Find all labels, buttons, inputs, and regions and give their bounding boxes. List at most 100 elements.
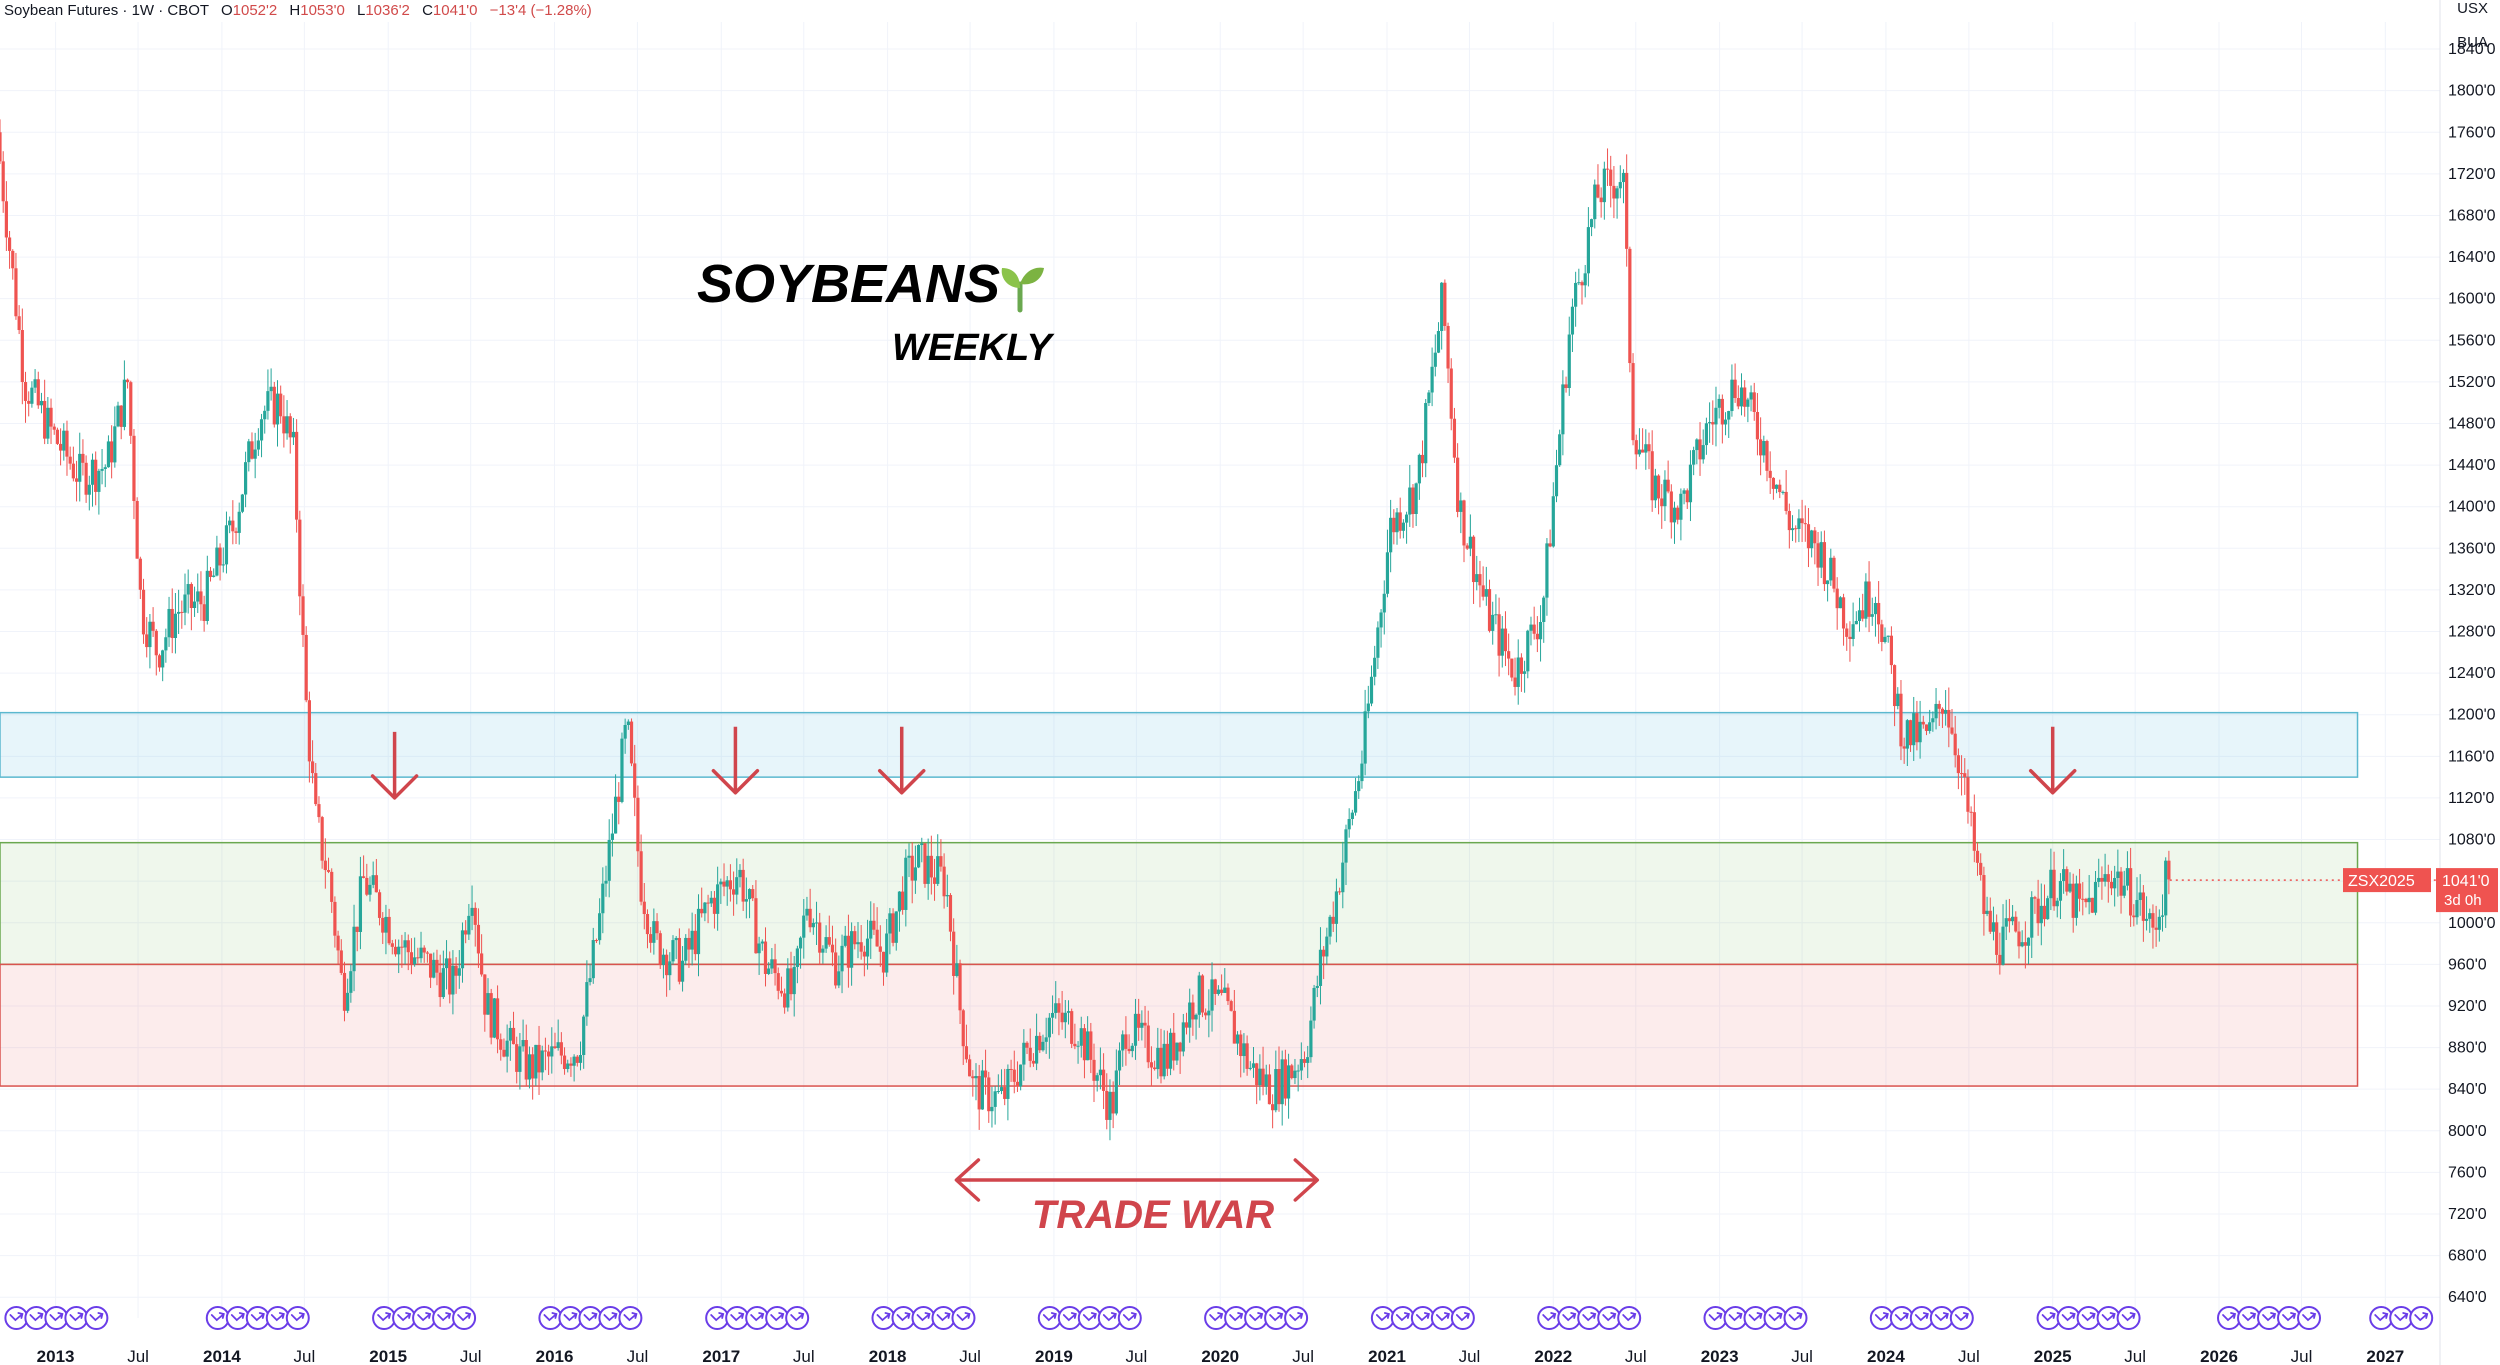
- event-icon[interactable]: [1037, 1306, 1062, 1330]
- event-icon[interactable]: [265, 1306, 290, 1330]
- event-icon[interactable]: [1284, 1306, 1309, 1330]
- event-icon[interactable]: [245, 1306, 270, 1330]
- event-icon[interactable]: [1537, 1306, 1562, 1330]
- event-icon[interactable]: [2389, 1306, 2414, 1330]
- event-icon[interactable]: [2076, 1306, 2101, 1330]
- event-icon[interactable]: [1224, 1306, 1249, 1330]
- candle-body: [384, 916, 388, 933]
- event-icon[interactable]: [2056, 1306, 2081, 1330]
- candle-body: [684, 937, 688, 961]
- event-icon[interactable]: [1909, 1306, 1934, 1330]
- candle-body: [926, 855, 930, 884]
- event-icon[interactable]: [44, 1306, 69, 1330]
- event-icon-glyph: [29, 1312, 44, 1322]
- event-icon[interactable]: [1929, 1306, 1954, 1330]
- event-icon[interactable]: [452, 1306, 477, 1330]
- event-icon[interactable]: [2036, 1306, 2061, 1330]
- event-icon[interactable]: [1370, 1306, 1395, 1330]
- event-icon[interactable]: [1597, 1306, 1622, 1330]
- event-icon[interactable]: [2257, 1306, 2282, 1330]
- event-icon[interactable]: [2116, 1306, 2141, 1330]
- candle-body: [1101, 1069, 1106, 1091]
- event-icon[interactable]: [225, 1306, 250, 1330]
- event-icon[interactable]: [598, 1306, 623, 1330]
- event-icon[interactable]: [1783, 1306, 1808, 1330]
- time-axis[interactable]: 2013 Jul 2014 Jul 2015 Jul 2016 Jul 2017 Jul 2018 J…: [37, 1347, 2405, 1365]
- symbol-header[interactable]: Soybean Futures · 1W · CBOT O1052'2 H105…: [4, 0, 592, 22]
- event-icon[interactable]: [2297, 1306, 2322, 1330]
- candle-body: [805, 908, 809, 916]
- event-icon[interactable]: [911, 1306, 936, 1330]
- event-icon[interactable]: [745, 1306, 770, 1330]
- event-icon[interactable]: [412, 1306, 437, 1330]
- candle-body: [1427, 392, 1431, 404]
- candle-body: [119, 405, 123, 427]
- event-icon[interactable]: [1244, 1306, 1269, 1330]
- event-icon[interactable]: [1264, 1306, 1289, 1330]
- event-icon[interactable]: [2237, 1306, 2262, 1330]
- symbol-name[interactable]: Soybean Futures · 1W · CBOT: [4, 2, 209, 19]
- candle-body: [2129, 868, 2133, 916]
- event-icon[interactable]: [1117, 1306, 1142, 1330]
- event-icon[interactable]: [2369, 1306, 2394, 1330]
- candle-body: [1771, 477, 1775, 489]
- candle-body: [1414, 483, 1418, 515]
- event-icon[interactable]: [1410, 1306, 1435, 1330]
- event-icon[interactable]: [432, 1306, 457, 1330]
- event-icon[interactable]: [578, 1306, 603, 1330]
- event-icon[interactable]: [24, 1306, 49, 1330]
- event-icon[interactable]: [1723, 1306, 1748, 1330]
- event-icon[interactable]: [2409, 1306, 2434, 1330]
- event-icon[interactable]: [871, 1306, 896, 1330]
- event-icon[interactable]: [1430, 1306, 1455, 1330]
- down-arrow-icon: [2028, 726, 2077, 795]
- event-icon[interactable]: [64, 1306, 89, 1330]
- event-icon[interactable]: [725, 1306, 750, 1330]
- event-icon[interactable]: [618, 1306, 643, 1330]
- event-icon[interactable]: [1390, 1306, 1415, 1330]
- event-icon[interactable]: [1949, 1306, 1974, 1330]
- event-icon[interactable]: [931, 1306, 956, 1330]
- event-icon-glyph: [2061, 1312, 2076, 1322]
- price-unit-label[interactable]: USX: [2457, 0, 2488, 17]
- event-icon[interactable]: [2096, 1306, 2121, 1330]
- event-icon[interactable]: [2277, 1306, 2302, 1330]
- event-icon[interactable]: [891, 1306, 916, 1330]
- event-icon[interactable]: [285, 1306, 310, 1330]
- event-icon[interactable]: [785, 1306, 810, 1330]
- event-icon[interactable]: [1743, 1306, 1768, 1330]
- event-icon[interactable]: [1057, 1306, 1082, 1330]
- event-icon[interactable]: [205, 1306, 230, 1330]
- event-icon[interactable]: [4, 1306, 29, 1330]
- candle-body: [1896, 693, 1900, 707]
- event-icon[interactable]: [1763, 1306, 1788, 1330]
- event-icon[interactable]: [1617, 1306, 1642, 1330]
- candle-body: [2103, 874, 2107, 882]
- event-icon[interactable]: [392, 1306, 417, 1330]
- event-icon[interactable]: [705, 1306, 730, 1330]
- event-icon[interactable]: [1577, 1306, 1602, 1330]
- event-icon[interactable]: [1097, 1306, 1122, 1330]
- candle-body: [789, 968, 793, 995]
- event-icon[interactable]: [765, 1306, 790, 1330]
- current-price-marker[interactable]: ZSX2025 1041'0 3d 0h: [2169, 868, 2498, 913]
- event-icon[interactable]: [1204, 1306, 1229, 1330]
- event-icon[interactable]: [558, 1306, 583, 1330]
- price-unit-label-2[interactable]: BUA: [2457, 34, 2488, 51]
- event-icon[interactable]: [2217, 1306, 2242, 1330]
- event-icon[interactable]: [1557, 1306, 1582, 1330]
- event-icon[interactable]: [1077, 1306, 1102, 1330]
- candle-body: [438, 972, 442, 998]
- event-icon[interactable]: [1869, 1306, 1894, 1330]
- event-icon[interactable]: [84, 1306, 109, 1330]
- price-axis[interactable]: 1840'0 1800'0 1760'0 1720'0 1680'0 1640'0 1600…: [2448, 41, 2496, 1306]
- event-icon[interactable]: [1450, 1306, 1475, 1330]
- event-icon[interactable]: [1703, 1306, 1728, 1330]
- event-icon[interactable]: [538, 1306, 563, 1330]
- event-icon[interactable]: [1889, 1306, 1914, 1330]
- candle-body: [862, 951, 866, 957]
- event-icons[interactable]: [4, 1306, 2434, 1330]
- event-icon[interactable]: [372, 1306, 397, 1330]
- event-icon[interactable]: [951, 1306, 976, 1330]
